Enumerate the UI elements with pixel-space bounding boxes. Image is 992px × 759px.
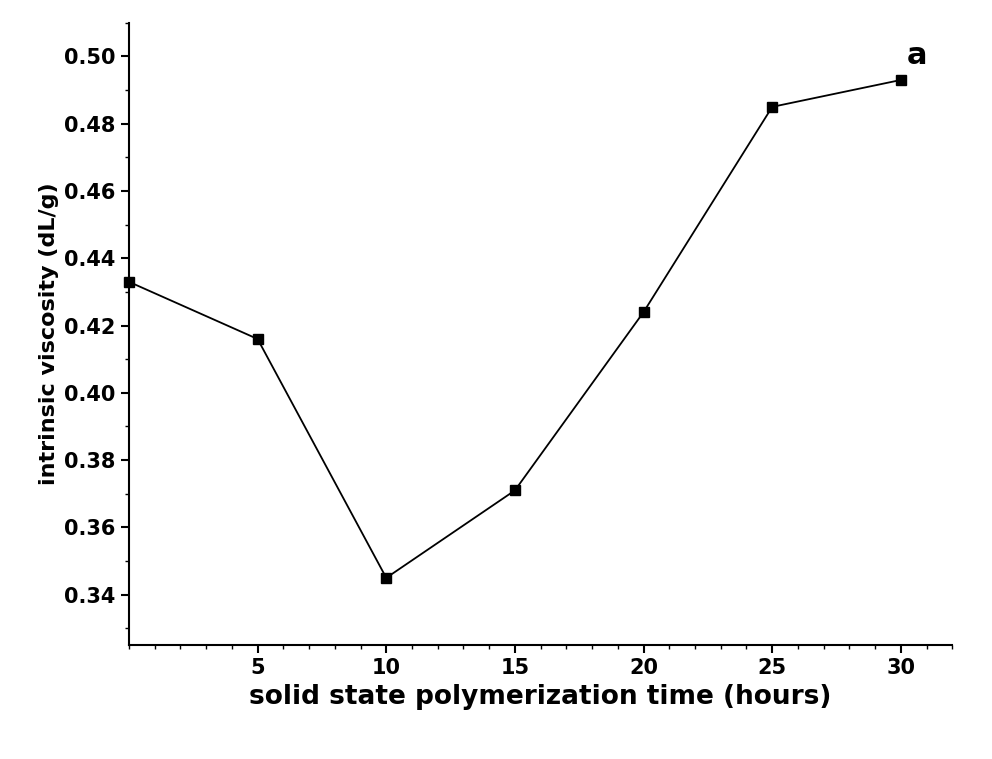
Y-axis label: intrinsic viscosity (dL/g): intrinsic viscosity (dL/g) (39, 183, 59, 485)
X-axis label: solid state polymerization time (hours): solid state polymerization time (hours) (249, 684, 832, 710)
Text: a: a (907, 42, 928, 71)
